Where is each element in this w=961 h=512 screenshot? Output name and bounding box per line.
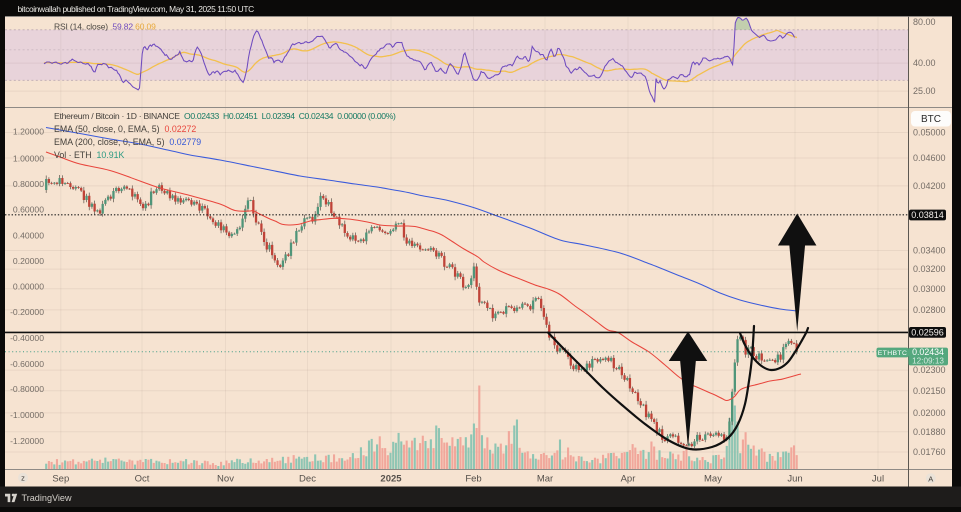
svg-text:80.00: 80.00: [913, 17, 936, 27]
svg-text:EMA (200, close, 0, EMA, 5) 0: EMA (200, close, 0, EMA, 5) 0.02779: [54, 137, 201, 147]
svg-text:Jul: Jul: [872, 473, 884, 484]
svg-text:A: A: [928, 474, 933, 483]
svg-text:0.03200: 0.03200: [913, 264, 946, 274]
svg-text:-0.60000: -0.60000: [10, 359, 44, 369]
svg-text:-0.80000: -0.80000: [10, 384, 44, 394]
svg-text:0.03400: 0.03400: [913, 246, 946, 256]
svg-text:1.00000: 1.00000: [13, 153, 44, 163]
svg-text:EMA (50, close, 0, EMA, 5) 0.: EMA (50, close, 0, EMA, 5) 0.02272: [54, 124, 196, 134]
svg-text:0.05000: 0.05000: [913, 128, 946, 138]
svg-text:0.02434: 0.02434: [912, 347, 944, 357]
svg-text:1.20000: 1.20000: [13, 127, 44, 137]
svg-text:Oct: Oct: [135, 473, 150, 484]
svg-text:BTC: BTC: [921, 114, 941, 125]
svg-text:-1.00000: -1.00000: [10, 410, 44, 420]
svg-text:May: May: [704, 473, 722, 484]
svg-text:Mar: Mar: [537, 473, 553, 484]
svg-text:0.02000: 0.02000: [913, 408, 946, 418]
svg-text:0.01760: 0.01760: [913, 447, 946, 457]
svg-text:Ethereum / Bitcoin · 1D · BINA: Ethereum / Bitcoin · 1D · BINANCE O0.024…: [54, 111, 396, 121]
svg-text:0.02596: 0.02596: [911, 328, 944, 338]
svg-text:0.03000: 0.03000: [913, 284, 946, 294]
svg-text:0.20000: 0.20000: [13, 256, 44, 266]
svg-text:RSI (14, close) 59.82 60.09: RSI (14, close) 59.82 60.09: [54, 22, 156, 32]
svg-text:0.80000: 0.80000: [13, 179, 44, 189]
svg-text:ETHBTC: ETHBTC: [878, 350, 908, 357]
svg-text:2025: 2025: [380, 473, 402, 484]
svg-text:bitcoinwallah published on Tra: bitcoinwallah published on TradingView.c…: [18, 4, 255, 14]
svg-text:0.04200: 0.04200: [913, 181, 946, 191]
svg-text:0.02800: 0.02800: [913, 305, 946, 315]
svg-text:Nov: Nov: [217, 473, 234, 484]
svg-text:0.03814: 0.03814: [911, 210, 944, 220]
svg-text:z: z: [21, 474, 25, 483]
svg-text:Feb: Feb: [465, 473, 481, 484]
svg-text:25.00: 25.00: [913, 86, 936, 96]
svg-text:12:09:13: 12:09:13: [912, 357, 944, 366]
svg-text:0.04600: 0.04600: [913, 153, 946, 163]
svg-text:Apr: Apr: [621, 473, 636, 484]
svg-text:Jun: Jun: [787, 473, 802, 484]
svg-text:TradingView: TradingView: [22, 493, 72, 503]
svg-text:Sep: Sep: [52, 473, 69, 484]
svg-text:0.60000: 0.60000: [13, 204, 44, 214]
svg-text:0.00000: 0.00000: [13, 281, 44, 291]
svg-text:-1.20000: -1.20000: [10, 436, 44, 446]
svg-text:Vol · ETH 10.91K: Vol · ETH 10.91K: [54, 150, 125, 160]
svg-text:0.01880: 0.01880: [913, 427, 946, 437]
svg-text:40.00: 40.00: [913, 58, 936, 68]
svg-text:0.02150: 0.02150: [913, 386, 946, 396]
svg-text:0.40000: 0.40000: [13, 230, 44, 240]
svg-text:-0.40000: -0.40000: [10, 333, 44, 343]
svg-text:-0.20000: -0.20000: [10, 307, 44, 317]
svg-text:0.02300: 0.02300: [913, 365, 946, 375]
svg-text:Dec: Dec: [299, 473, 316, 484]
